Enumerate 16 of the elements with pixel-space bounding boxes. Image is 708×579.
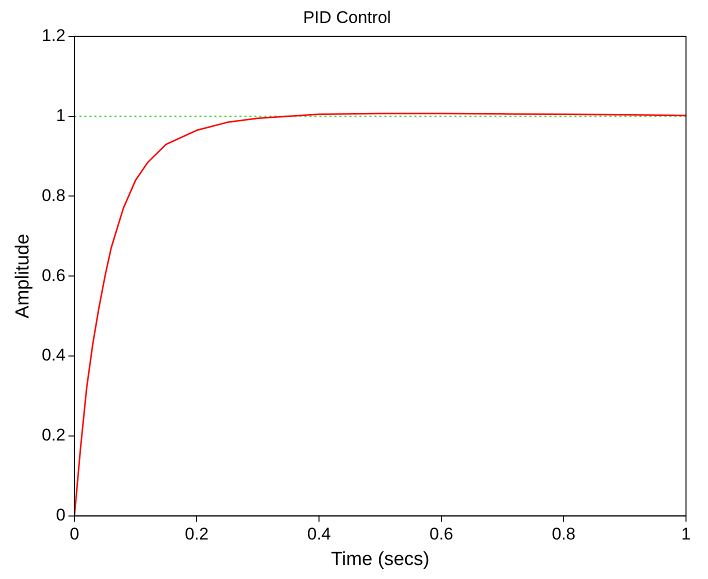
y-tick-label: 0.6 bbox=[42, 266, 66, 285]
x-axis-title: Time (secs) bbox=[330, 548, 430, 570]
x-tick-label: 0.6 bbox=[430, 524, 454, 544]
y-tick-label: 0.8 bbox=[42, 186, 66, 205]
x-tick-label: 1 bbox=[681, 524, 691, 544]
y-tick-label: 1.2 bbox=[42, 26, 66, 46]
x-tick-label: 0.2 bbox=[184, 524, 209, 544]
y-tick-label: 0.2 bbox=[42, 426, 66, 445]
chart-title: PID Control bbox=[303, 8, 391, 27]
y-tick-label: 0.4 bbox=[42, 346, 66, 365]
y-axis-title: Amplitude bbox=[12, 234, 34, 318]
y-tick-label: 0 bbox=[56, 505, 66, 524]
x-tick-label: 0.4 bbox=[307, 524, 331, 544]
x-tick-label: 0 bbox=[70, 524, 80, 544]
x-tick-label: 0.8 bbox=[552, 524, 576, 544]
y-tick-label: 1 bbox=[56, 106, 66, 125]
